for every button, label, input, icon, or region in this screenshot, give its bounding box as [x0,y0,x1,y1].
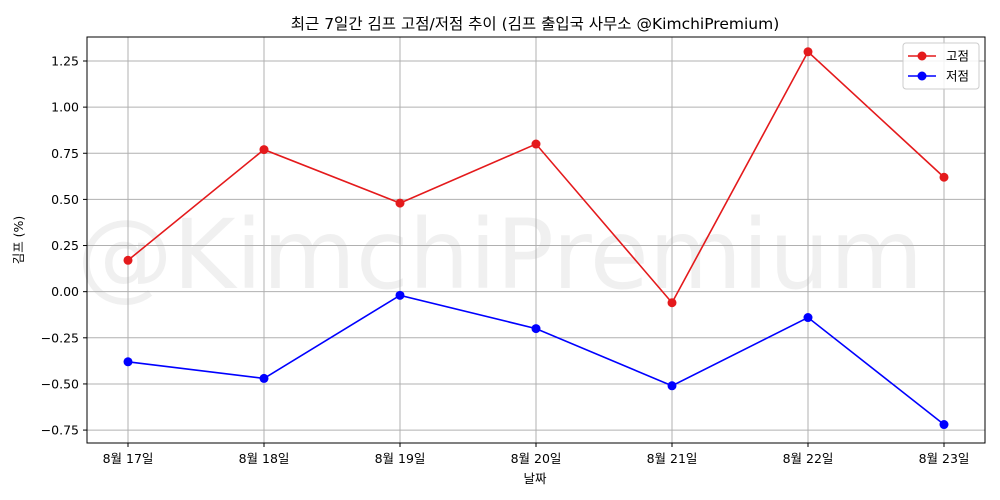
data-point [123,357,133,367]
data-point [803,313,813,323]
x-axis-label: 날짜 [523,471,547,486]
x-tick-label: 8월 20일 [511,451,562,466]
y-tick-label: 1.25 [51,53,79,68]
grid [87,37,985,443]
watermark: @KimchiPremium [77,199,924,311]
data-point [531,324,541,334]
data-point [259,373,269,383]
y-tick-label: −0.25 [41,330,79,345]
y-tick-label: 0.75 [51,146,79,161]
series-lines [123,47,949,430]
data-point [939,172,949,182]
data-point [395,290,405,300]
data-point [531,139,541,149]
x-tick-label: 8월 19일 [375,451,426,466]
legend-marker [917,71,927,81]
legend-marker [917,51,927,61]
data-point [395,198,405,208]
x-tick-label: 8월 22일 [783,451,834,466]
y-axis: 1.25 1.00 0.75 0.50 0.25 0.00 −0.25 −0.50 −0.75 [41,53,87,438]
chart-title: 최근 7일간 김프 고점/저점 추이 (김프 출입국 사무소 @KimchiPr… [291,15,780,33]
data-point [123,255,133,265]
y-tick-label: −0.50 [41,376,79,391]
y-tick-label: 0.25 [51,238,79,253]
y-tick-label: 1.00 [51,100,79,115]
y-tick-label: −0.75 [41,423,79,438]
data-point [667,381,677,391]
y-tick-label: 0.50 [51,192,79,207]
x-tick-label: 8월 17일 [103,451,154,466]
legend-label: 고점 [946,49,969,64]
data-point [259,145,269,155]
x-tick-label: 8월 23일 [919,451,970,466]
data-point [667,298,677,308]
legend-label: 저점 [946,69,969,84]
data-point [803,47,813,57]
x-tick-label: 8월 21일 [647,451,698,466]
y-tick-label: 0.00 [51,284,79,299]
x-tick-label: 8월 18일 [239,451,290,466]
x-axis: 8월 17일 8월 18일 8월 19일 8월 20일 8월 21일 8월 22일 8월 2… [103,443,970,466]
y-axis-label: 김프 (%) [11,216,26,265]
data-point [939,420,949,430]
